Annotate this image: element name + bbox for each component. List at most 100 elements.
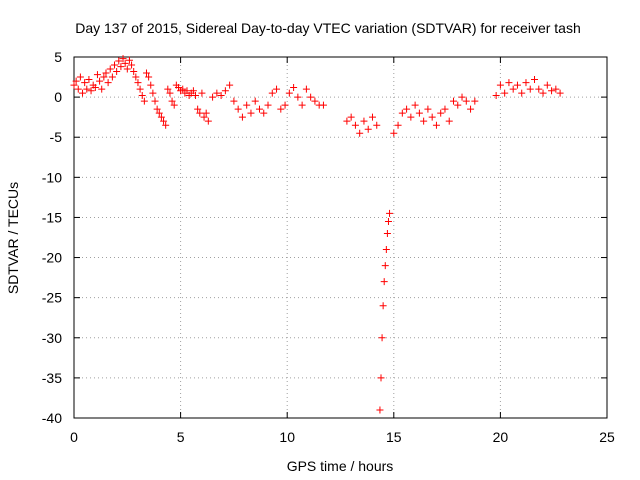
data-point xyxy=(123,65,131,73)
data-point xyxy=(347,113,355,121)
data-point xyxy=(189,87,197,95)
data-point xyxy=(458,93,466,101)
data-point xyxy=(166,89,174,97)
data-point xyxy=(157,113,165,121)
data-point xyxy=(368,113,376,121)
data-point xyxy=(556,89,564,97)
y-tick-label: -15 xyxy=(42,209,62,225)
data-point xyxy=(106,65,114,73)
x-tick-label: 0 xyxy=(70,429,78,445)
data-point xyxy=(383,229,391,237)
data-point xyxy=(130,67,138,75)
data-point xyxy=(140,97,148,105)
data-point xyxy=(378,334,386,342)
x-tick-label: 20 xyxy=(493,429,509,445)
data-point xyxy=(277,105,285,113)
data-point xyxy=(535,85,543,93)
data-point xyxy=(394,121,402,129)
data-point xyxy=(164,85,172,93)
y-tick-label: 0 xyxy=(54,89,62,105)
grid-lines xyxy=(74,57,607,418)
data-point xyxy=(128,61,136,69)
data-point xyxy=(217,92,225,100)
data-point xyxy=(192,92,200,100)
data-point xyxy=(428,113,436,121)
data-point xyxy=(72,77,80,85)
data-point xyxy=(200,113,208,121)
data-point xyxy=(136,85,144,93)
data-point xyxy=(155,109,163,117)
data-point xyxy=(234,105,242,113)
data-point xyxy=(221,87,229,95)
data-point xyxy=(151,97,159,105)
data-point xyxy=(138,92,146,100)
data-point xyxy=(441,105,449,113)
data-point xyxy=(121,59,129,67)
data-point xyxy=(415,109,423,117)
data-point xyxy=(398,109,406,117)
data-point xyxy=(264,101,272,109)
x-tick-label: 5 xyxy=(177,429,185,445)
data-point xyxy=(179,85,187,93)
data-point xyxy=(142,69,150,77)
data-point xyxy=(162,121,170,129)
data-point xyxy=(98,85,106,93)
data-point xyxy=(432,121,440,129)
chart-title: Day 137 of 2015, Sidereal Day-to-day VTE… xyxy=(75,20,581,36)
data-point xyxy=(513,81,521,89)
data-point xyxy=(119,55,127,63)
data-point xyxy=(382,246,390,254)
data-point xyxy=(87,87,95,95)
y-tick-label: -25 xyxy=(42,290,62,306)
data-point xyxy=(531,75,539,83)
data-point xyxy=(311,97,319,105)
data-point xyxy=(243,101,251,109)
data-point xyxy=(386,209,394,217)
data-point xyxy=(85,75,93,83)
data-point xyxy=(251,97,259,105)
data-point xyxy=(403,105,411,113)
data-point xyxy=(343,117,351,125)
data-point xyxy=(76,73,84,81)
data-point xyxy=(376,406,384,414)
y-tick-label: -30 xyxy=(42,330,62,346)
data-point xyxy=(125,56,133,64)
y-tick-label: -10 xyxy=(42,169,62,185)
data-point xyxy=(543,81,551,89)
y-axis-title: SDTVAR / TECUs xyxy=(5,182,21,294)
data-point xyxy=(70,81,78,89)
data-point xyxy=(93,71,101,79)
data-point xyxy=(273,85,281,93)
data-point xyxy=(373,121,381,129)
data-point xyxy=(96,77,104,85)
x-tick-label: 25 xyxy=(599,429,615,445)
data-point xyxy=(420,117,428,125)
data-point xyxy=(294,93,302,101)
data-point xyxy=(255,105,263,113)
plot-frame xyxy=(73,56,608,419)
data-point xyxy=(319,101,327,109)
data-point xyxy=(83,85,91,93)
data-point xyxy=(377,374,385,382)
data-point xyxy=(108,73,116,81)
data-point xyxy=(364,125,372,133)
data-point xyxy=(384,217,392,225)
data-point xyxy=(509,85,517,93)
data-point xyxy=(351,121,359,129)
data-point xyxy=(74,85,82,93)
data-point xyxy=(379,302,387,310)
data-point xyxy=(390,129,398,137)
data-point xyxy=(298,101,306,109)
data-point xyxy=(113,67,121,75)
axes: 0 5 10 15 20 25 -40 -35 -30 -25 -20 -15 -10 -5 0 5 xyxy=(42,49,615,445)
data-point xyxy=(281,101,289,109)
data-point xyxy=(407,113,415,121)
data-point xyxy=(454,101,462,109)
data-point xyxy=(462,97,470,105)
data-point xyxy=(198,89,206,97)
data-point xyxy=(268,89,276,97)
x-tick-label: 10 xyxy=(279,429,295,445)
data-point xyxy=(204,117,212,125)
y-tick-label: -40 xyxy=(42,410,62,426)
